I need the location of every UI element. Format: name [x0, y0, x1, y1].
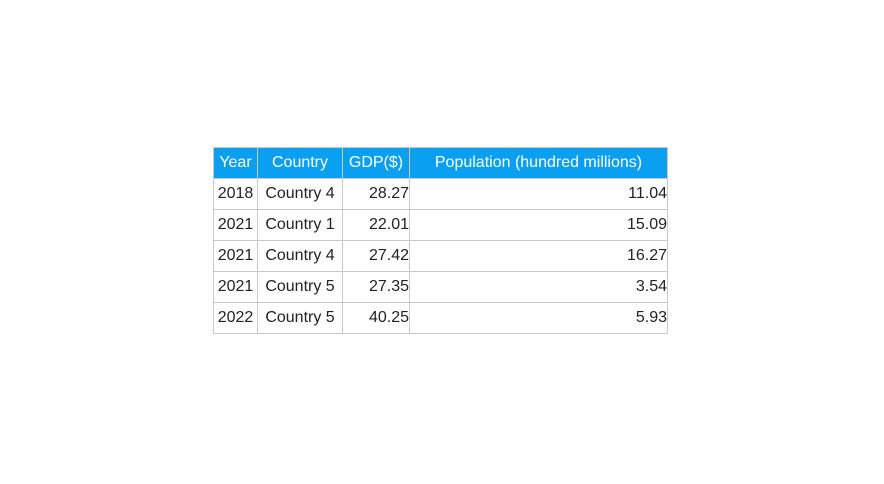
cell-year: 2021: [213, 271, 258, 303]
cell-country: Country 4: [257, 178, 343, 210]
table-body: 2018 Country 4 28.27 11.04 2021 Country 1 22.0…: [213, 178, 668, 334]
data-table: Year Country GDP($) Population (hundred …: [213, 147, 668, 334]
cell-population: 11.04: [409, 178, 668, 210]
header-country: Country: [257, 147, 343, 179]
cell-gdp: 40.25: [342, 302, 410, 334]
cell-gdp: 27.35: [342, 271, 410, 303]
cell-year: 2022: [213, 302, 258, 334]
cell-country: Country 1: [257, 209, 343, 241]
header-gdp: GDP($): [342, 147, 410, 179]
table-row: 2018 Country 4 28.27 11.04: [213, 178, 668, 210]
cell-population: 16.27: [409, 240, 668, 272]
cell-population: 15.09: [409, 209, 668, 241]
header-year: Year: [213, 147, 258, 179]
cell-gdp: 22.01: [342, 209, 410, 241]
table-row: 2022 Country 5 40.25 5.93: [213, 302, 668, 334]
cell-gdp: 28.27: [342, 178, 410, 210]
cell-country: Country 5: [257, 271, 343, 303]
cell-population: 5.93: [409, 302, 668, 334]
cell-year: 2021: [213, 240, 258, 272]
cell-year: 2018: [213, 178, 258, 210]
table-row: 2021 Country 5 27.35 3.54: [213, 271, 668, 303]
header-row: Year Country GDP($) Population (hundred …: [213, 147, 668, 179]
cell-gdp: 27.42: [342, 240, 410, 272]
cell-year: 2021: [213, 209, 258, 241]
table-row: 2021 Country 1 22.01 15.09: [213, 209, 668, 241]
cell-country: Country 4: [257, 240, 343, 272]
cell-population: 3.54: [409, 271, 668, 303]
cell-country: Country 5: [257, 302, 343, 334]
header-population: Population (hundred millions): [409, 147, 668, 179]
table-row: 2021 Country 4 27.42 16.27: [213, 240, 668, 272]
table-header: Year Country GDP($) Population (hundred …: [213, 147, 668, 179]
